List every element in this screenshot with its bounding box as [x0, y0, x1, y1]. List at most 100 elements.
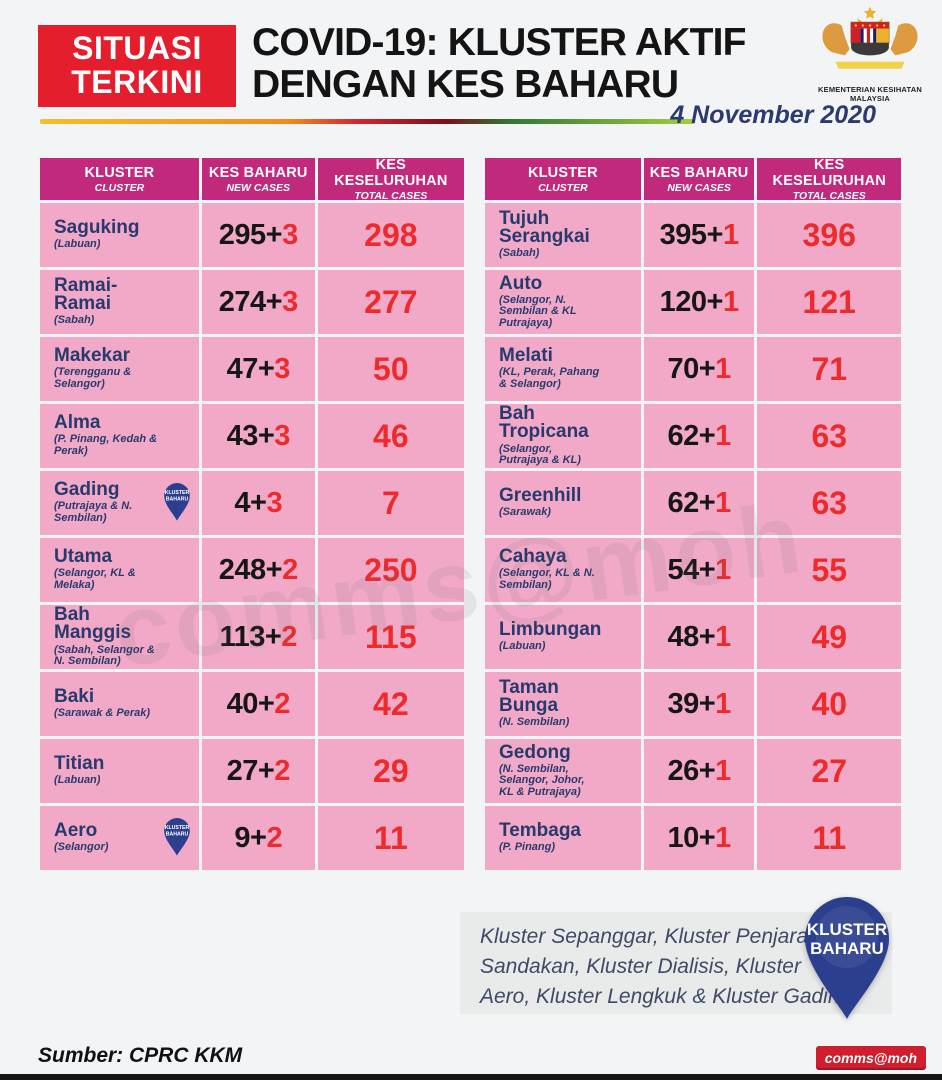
cluster-name: Baki: [54, 686, 95, 708]
cluster-location: (Selangor, Putrajaya & KL): [499, 442, 581, 467]
svg-text:KLUSTER: KLUSTER: [165, 825, 190, 831]
total-cases-value: 42: [317, 672, 464, 736]
new-cases-value: 62+ 1: [643, 471, 755, 535]
cluster-row: Limbungan (Labuan) 48+ 1 49: [485, 605, 901, 669]
cluster-row: Bah Manggis (Sabah, Selangor & N. Sembil…: [40, 605, 464, 669]
total-cases-value: 27: [757, 739, 901, 803]
cluster-cell: Gading (Putrajaya & N. Sembilan) KLUSTER…: [40, 471, 199, 535]
total-cases-value: 11: [317, 806, 464, 870]
cluster-row: Ramai-Ramai (Sabah) 274+ 3 277: [40, 270, 464, 334]
cluster-name: Gedong: [499, 741, 571, 763]
cluster-cell: Titian (Labuan): [40, 739, 199, 803]
cluster-location: (Labuan): [54, 774, 101, 787]
new-cases-value: 27+ 2: [201, 739, 315, 803]
cluster-cell: Makekar (Terengganu & Selangor): [40, 337, 199, 401]
table-header-row: KLUSTER CLUSTER KES BAHARU NEW CASES KES…: [40, 157, 464, 202]
active-clusters-table-left: KLUSTER CLUSTER KES BAHARU NEW CASES KES…: [40, 157, 464, 870]
total-cases-value: 63: [757, 471, 901, 535]
cluster-cell: Auto (Selangor, N. Sembilan & KL Putraja…: [485, 270, 641, 334]
cluster-location: (Sarawak & Perak): [54, 707, 150, 720]
cluster-name: Tembaga: [499, 820, 582, 842]
cluster-cell: Alma (P. Pinang, Kedah & Perak): [40, 404, 199, 468]
svg-text:BAHARU: BAHARU: [166, 497, 189, 503]
situasi-terkini-badge: SITUASI TERKINI: [38, 25, 236, 107]
total-cases-value: 50: [317, 337, 464, 401]
new-cases-value: 39+ 1: [643, 672, 755, 736]
cluster-cell: Bah Tropicana (Selangor, Putrajaya & KL): [485, 404, 641, 468]
cluster-tables: KLUSTER CLUSTER KES BAHARU NEW CASES KES…: [40, 157, 901, 870]
cluster-cell: Aero (Selangor) KLUSTER BAHARU: [40, 806, 199, 870]
cluster-row: Bah Tropicana (Selangor, Putrajaya & KL)…: [485, 404, 901, 468]
new-cases-value: 274+ 3: [201, 270, 315, 334]
col-header-kes-keseluruhan: KES KESELURUHAN TOTAL CASES: [757, 157, 901, 202]
cluster-name: Auto: [499, 272, 543, 294]
active-clusters-table-right: KLUSTER CLUSTER KES BAHARU NEW CASES KES…: [485, 157, 901, 870]
cluster-row: Titian (Labuan) 27+ 2 29: [40, 739, 464, 803]
cluster-row: Gedong (N. Sembilan, Selangor, Johor, KL…: [485, 739, 901, 803]
cluster-location: (Terengganu & Selangor): [54, 366, 132, 391]
cluster-row: Makekar (Terengganu & Selangor) 47+ 3 50: [40, 337, 464, 401]
malaysia-coat-of-arms-icon: [822, 6, 918, 69]
ministry-name: KEMENTERIAN KESIHATAN MALAYSIA: [818, 85, 922, 104]
cluster-name: Utama: [54, 546, 113, 568]
new-cases-value: 295+ 3: [201, 203, 315, 267]
new-cases-value: 40+ 2: [201, 672, 315, 736]
new-cases-value: 395+ 1: [643, 203, 755, 267]
svg-text:BAHARU: BAHARU: [166, 832, 189, 838]
cluster-name: Tujuh Serangkai: [499, 208, 590, 248]
ministry-crest-block: KEMENTERIAN KESIHATAN MALAYSIA: [812, 5, 928, 104]
total-cases-value: 115: [317, 605, 464, 669]
new-cluster-pin-badge: KLUSTER BAHARU: [164, 483, 190, 521]
cluster-cell: Cahaya (Selangor, KL & N. Sembilan): [485, 538, 641, 602]
total-cases-value: 396: [757, 203, 901, 267]
new-cases-value: 9+ 2: [201, 806, 315, 870]
cluster-row: Greenhill (Sarawak) 62+ 1 63: [485, 471, 901, 535]
table-header-row: KLUSTER CLUSTER KES BAHARU NEW CASES KES…: [485, 157, 901, 202]
title-line1: COVID-19: KLUSTER AKTIF: [252, 21, 746, 64]
total-cases-value: 11: [757, 806, 901, 870]
col-header-kes-baharu: KES BAHARU NEW CASES: [643, 158, 755, 200]
total-cases-value: 55: [757, 538, 901, 602]
total-cases-value: 71: [757, 337, 901, 401]
svg-text:KLUSTER: KLUSTER: [807, 920, 887, 939]
col-header-kluster: KLUSTER CLUSTER: [40, 158, 199, 200]
cluster-row: Gading (Putrajaya & N. Sembilan) KLUSTER…: [40, 471, 464, 535]
cluster-row: Cahaya (Selangor, KL & N. Sembilan) 54+ 1…: [485, 538, 901, 602]
kluster-baharu-pin-icon: KLUSTER BAHARU: [805, 897, 889, 1019]
cluster-name: Greenhill: [499, 485, 582, 507]
table-body-left: Saguking (Labuan) 295+ 3 298 Ramai-Ramai …: [40, 203, 464, 870]
cluster-cell: Taman Bunga (N. Sembilan): [485, 672, 641, 736]
new-cases-value: 26+ 1: [643, 739, 755, 803]
total-cases-value: 277: [317, 270, 464, 334]
cluster-location: (Sabah): [54, 314, 95, 327]
new-cases-value: 120+ 1: [643, 270, 755, 334]
cluster-cell: Utama (Selangor, KL & Melaka): [40, 538, 199, 602]
svg-text:KLUSTER: KLUSTER: [165, 490, 190, 496]
situasi-line2: TERKINI: [71, 64, 203, 100]
col-header-kluster: KLUSTER CLUSTER: [485, 158, 641, 200]
cluster-cell: Melati (KL, Perak, Pahang & Selangor): [485, 337, 641, 401]
cluster-row: Baki (Sarawak & Perak) 40+ 2 42: [40, 672, 464, 736]
total-cases-value: 46: [317, 404, 464, 468]
cluster-location: (Sabah): [499, 247, 540, 260]
table-body-right: Tujuh Serangkai (Sabah) 395+ 1 396 Auto (…: [485, 203, 901, 870]
source-label: Sumber: CPRC KKM: [38, 1044, 243, 1067]
cluster-cell: Gedong (N. Sembilan, Selangor, Johor, KL…: [485, 739, 641, 803]
cluster-location: (Labuan): [54, 238, 101, 251]
cluster-location: (N. Sembilan): [499, 716, 570, 729]
title-line2: DENGAN KES BAHARU: [252, 63, 679, 107]
cluster-location: (P. Pinang, Kedah & Perak): [54, 433, 158, 458]
cluster-cell: Tembaga (P. Pinang): [485, 806, 641, 870]
cluster-location: (Sarawak): [499, 506, 551, 519]
cluster-row: Taman Bunga (N. Sembilan) 39+ 1 40: [485, 672, 901, 736]
total-cases-value: 40: [757, 672, 901, 736]
total-cases-value: 7: [317, 471, 464, 535]
cluster-name: Alma: [54, 412, 101, 434]
cluster-name: Ramai-Ramai: [54, 275, 118, 315]
cluster-location: (Labuan): [499, 640, 546, 653]
cluster-location: (N. Sembilan, Selangor, Johor, KL & Putr…: [499, 762, 585, 798]
cluster-row: Saguking (Labuan) 295+ 3 298: [40, 203, 464, 267]
new-cases-value: 113+ 2: [201, 605, 315, 669]
total-cases-value: 63: [757, 404, 901, 468]
new-cases-value: 10+ 1: [643, 806, 755, 870]
